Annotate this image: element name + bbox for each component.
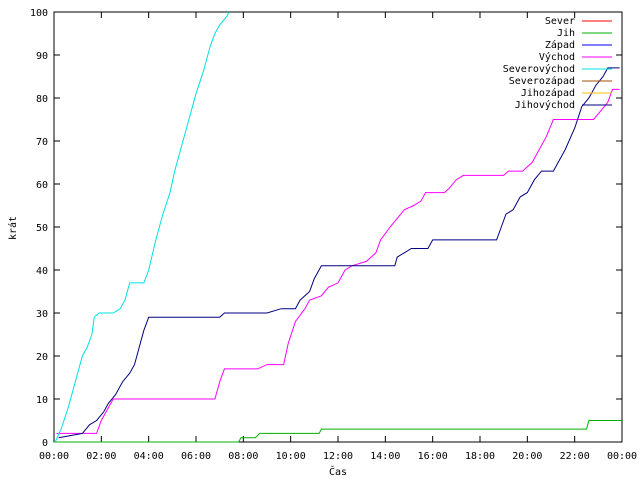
x-tick-label: 14:00 xyxy=(370,451,400,462)
y-tick-label: 100 xyxy=(30,8,48,19)
y-tick-label: 10 xyxy=(36,395,48,406)
x-tick-label: 16:00 xyxy=(418,451,448,462)
y-axis-ticks: 0 10 20 30 40 50 60 70 80 90 100 xyxy=(30,8,622,449)
y-tick-label: 20 xyxy=(36,352,48,363)
x-tick-label: 06:00 xyxy=(181,451,211,462)
x-tick-label: 08:00 xyxy=(228,451,258,462)
legend-label: Jihovýchod xyxy=(515,99,575,111)
x-tick-label: 10:00 xyxy=(276,451,306,462)
legend-label: Jih xyxy=(557,28,575,39)
x-tick-label: 00:00 xyxy=(39,451,69,462)
y-tick-label: 80 xyxy=(36,94,48,105)
legend-label: Severovýchod xyxy=(503,63,575,75)
series-line-jih xyxy=(54,420,622,443)
x-axis-ticks: 00:00 02:00 04:00 06:00 08:00 10:00 12:00 14:00… xyxy=(39,12,637,462)
y-tick-label: 40 xyxy=(36,266,48,277)
legend-label: Jihozápad xyxy=(521,87,575,99)
x-tick-label: 00:00 xyxy=(607,451,637,462)
series-line-jihovýchod xyxy=(58,67,620,439)
x-axis-label: Čas xyxy=(329,465,347,478)
y-tick-label: 60 xyxy=(36,180,48,191)
x-tick-label: 04:00 xyxy=(134,451,164,462)
legend-label: Východ xyxy=(539,51,575,63)
x-tick-label: 22:00 xyxy=(560,451,590,462)
x-tick-label: 12:00 xyxy=(323,451,353,462)
x-tick-label: 18:00 xyxy=(465,451,495,462)
legend-label: Severozápad xyxy=(509,75,575,87)
legend-label: Západ xyxy=(545,39,575,51)
series-line-severovýchod xyxy=(54,11,230,443)
series-line-východ xyxy=(56,88,620,434)
x-tick-label: 20:00 xyxy=(512,451,542,462)
x-tick-label: 02:00 xyxy=(86,451,116,462)
y-tick-label: 70 xyxy=(36,137,48,148)
y-tick-label: 90 xyxy=(36,51,48,62)
legend-label: Sever xyxy=(545,16,575,27)
y-tick-label: 0 xyxy=(42,438,48,449)
series-lines xyxy=(54,11,622,443)
y-axis-label: krát xyxy=(7,216,19,240)
y-tick-label: 50 xyxy=(36,223,48,234)
y-tick-label: 30 xyxy=(36,309,48,320)
legend: SeverJihZápadVýchodSeverovýchodSeverozáp… xyxy=(503,16,612,111)
